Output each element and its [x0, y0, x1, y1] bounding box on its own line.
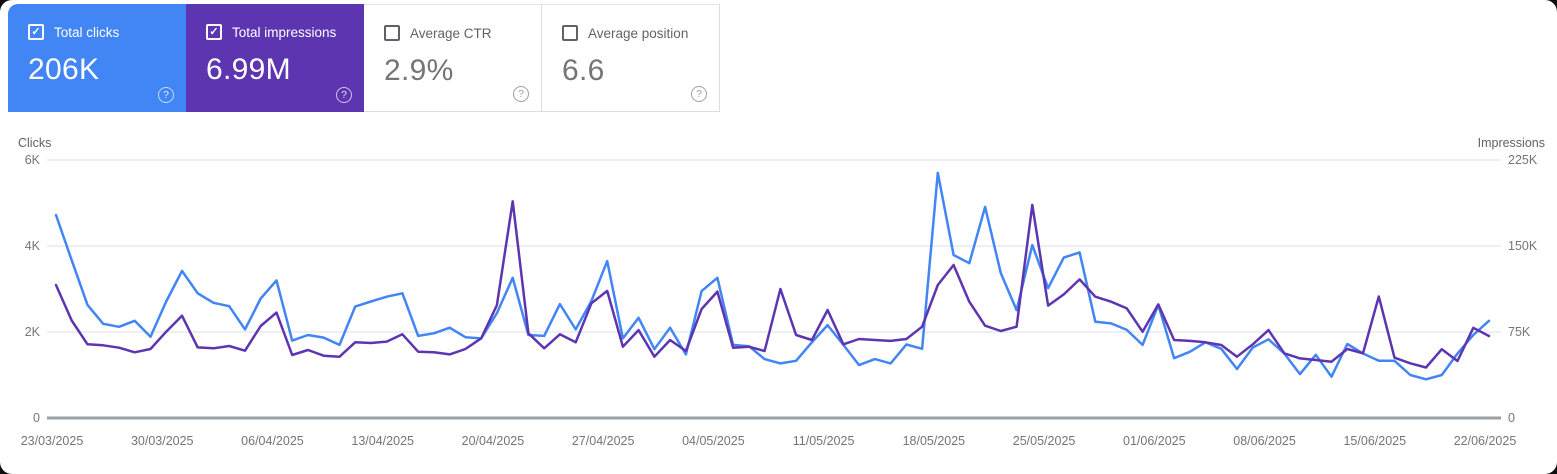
right-axis-title: Impressions [1477, 136, 1545, 150]
svg-text:04/05/2025: 04/05/2025 [682, 434, 745, 448]
card-label: Total impressions [232, 24, 337, 40]
card-average-position[interactable]: Average position 6.6 ? [542, 4, 720, 112]
svg-text:08/06/2025: 08/06/2025 [1233, 434, 1296, 448]
svg-text:25/05/2025: 25/05/2025 [1013, 434, 1076, 448]
svg-text:150K: 150K [1508, 239, 1538, 253]
svg-text:15/06/2025: 15/06/2025 [1343, 434, 1406, 448]
left-axis-title: Clicks [18, 136, 52, 150]
help-icon[interactable]: ? [513, 86, 529, 102]
svg-text:22/06/2025: 22/06/2025 [1454, 434, 1517, 448]
svg-text:06/04/2025: 06/04/2025 [241, 434, 304, 448]
help-icon[interactable]: ? [336, 87, 352, 103]
svg-text:11/05/2025: 11/05/2025 [793, 434, 855, 448]
svg-text:18/05/2025: 18/05/2025 [903, 434, 966, 448]
card-label: Average position [588, 25, 689, 41]
card-average-ctr[interactable]: Average CTR 2.9% ? [364, 4, 542, 112]
svg-text:0: 0 [1508, 411, 1515, 425]
svg-text:30/03/2025: 30/03/2025 [131, 434, 194, 448]
card-total-impressions[interactable]: ✓ Total impressions 6.99M ? [186, 4, 364, 112]
svg-text:27/04/2025: 27/04/2025 [572, 434, 635, 448]
card-label: Total clicks [54, 24, 120, 40]
svg-text:225K: 225K [1508, 153, 1538, 167]
card-label: Average CTR [410, 25, 492, 41]
svg-text:0: 0 [33, 411, 40, 425]
average-ctr-value: 2.9% [384, 54, 454, 87]
svg-text:20/04/2025: 20/04/2025 [462, 434, 525, 448]
svg-text:2K: 2K [25, 325, 41, 339]
svg-text:4K: 4K [25, 239, 41, 253]
svg-text:75K: 75K [1508, 325, 1531, 339]
average-position-value: 6.6 [562, 54, 605, 87]
card-total-clicks[interactable]: ✓ Total clicks 206K ? [8, 4, 186, 112]
svg-text:01/06/2025: 01/06/2025 [1123, 434, 1186, 448]
metric-cards: ✓ Total clicks 206K ? ✓ Total impression… [8, 4, 720, 112]
svg-text:13/04/2025: 13/04/2025 [351, 434, 414, 448]
checkbox-total-clicks[interactable]: ✓ [28, 24, 44, 40]
help-icon[interactable]: ? [158, 87, 174, 103]
help-icon[interactable]: ? [691, 86, 707, 102]
total-clicks-value: 206K [28, 53, 100, 86]
checkbox-total-impressions[interactable]: ✓ [206, 24, 222, 40]
svg-text:23/03/2025: 23/03/2025 [21, 434, 84, 448]
total-impressions-value: 6.99M [206, 53, 291, 86]
checkbox-average-ctr[interactable] [384, 25, 400, 41]
svg-text:6K: 6K [25, 153, 41, 167]
checkbox-average-position[interactable] [562, 25, 578, 41]
